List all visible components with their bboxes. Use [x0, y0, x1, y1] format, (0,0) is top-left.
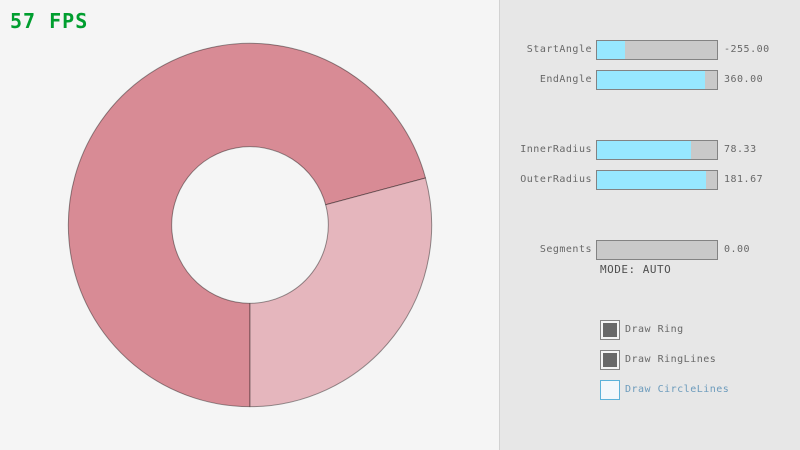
checkbox-label-draw-ringlines: Draw RingLines: [625, 354, 717, 365]
slider-row-startangle: StartAngle -255.00: [500, 40, 800, 60]
slider-fill-startangle: [597, 41, 625, 59]
ring-segment-light: [249, 177, 433, 408]
checkbox-label-draw-ring: Draw Ring: [625, 324, 684, 335]
slider-segments[interactable]: [596, 240, 718, 260]
checkbox-draw-ring[interactable]: [600, 320, 620, 340]
slider-label-innerradius: InnerRadius: [520, 144, 592, 155]
slider-label-segments: Segments: [539, 244, 592, 255]
slider-endangle[interactable]: [596, 70, 718, 90]
controls-panel: StartAngle -255.00 EndAngle 360.00 Inner…: [500, 0, 800, 450]
fps-counter: 57 FPS: [10, 9, 89, 33]
slider-value-endangle: 360.00: [724, 74, 764, 85]
check-mark: [603, 353, 617, 367]
slider-startangle[interactable]: [596, 40, 718, 60]
mode-text: MODE: AUTO: [600, 263, 672, 276]
ring-segment-dark: [67, 42, 427, 408]
slider-label-startangle: StartAngle: [526, 44, 592, 55]
slider-row-outerradius: OuterRadius 181.67: [500, 170, 800, 190]
slider-row-endangle: EndAngle 360.00: [500, 70, 800, 90]
slider-fill-innerradius: [597, 141, 691, 159]
check-mark: [603, 323, 617, 337]
panel-divider: [499, 0, 500, 450]
slider-value-startangle: -255.00: [724, 44, 770, 55]
slider-outerradius[interactable]: [596, 170, 718, 190]
slider-innerradius[interactable]: [596, 140, 718, 160]
slider-fill-outerradius: [597, 171, 707, 189]
slider-label-endangle: EndAngle: [539, 74, 592, 85]
slider-label-outerradius: OuterRadius: [520, 174, 592, 185]
slider-value-innerradius: 78.33: [724, 144, 757, 155]
slider-value-segments: 0.00: [724, 244, 751, 255]
checkbox-label-draw-circlelines: Draw CircleLines: [625, 384, 730, 395]
slider-row-segments: Segments 0.00: [500, 240, 800, 260]
slider-fill-endangle: [597, 71, 705, 89]
slider-value-outerradius: 181.67: [724, 174, 764, 185]
slider-row-innerradius: InnerRadius 78.33: [500, 140, 800, 160]
checkbox-draw-ringlines[interactable]: [600, 350, 620, 370]
checkbox-draw-circlelines[interactable]: [600, 380, 620, 400]
